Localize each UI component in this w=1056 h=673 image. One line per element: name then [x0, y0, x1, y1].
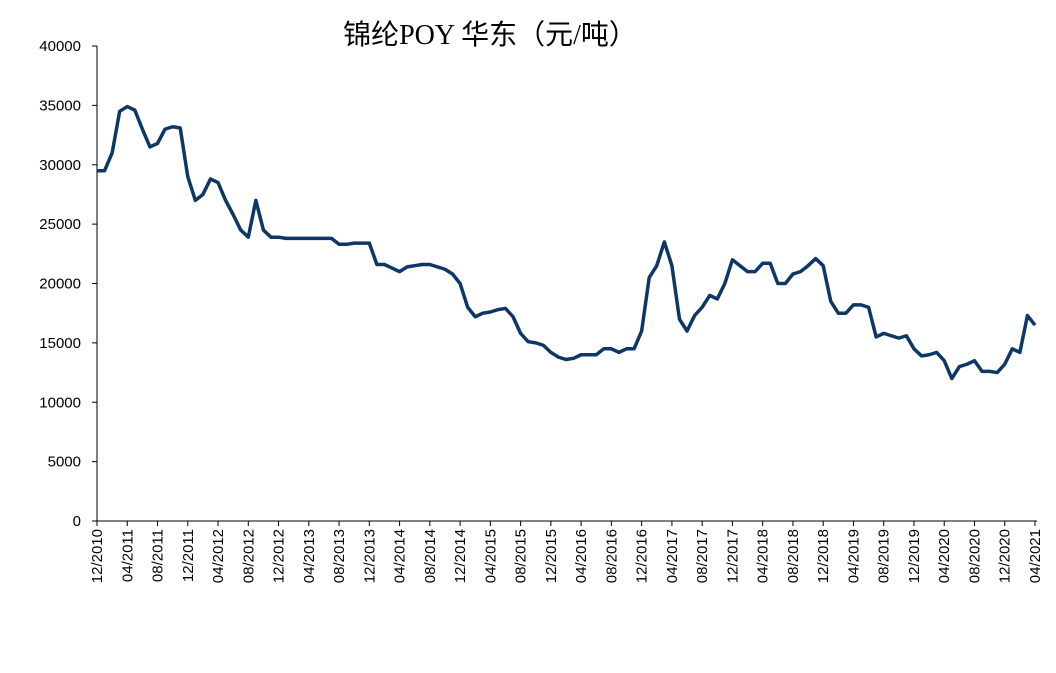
x-tick-label: 12/2020: [997, 529, 1014, 583]
x-tick-label: 04/2018: [755, 529, 772, 583]
y-tick-label: 30000: [39, 157, 81, 174]
x-tick-label: 12/2017: [724, 529, 741, 583]
x-tick-label: 08/2019: [876, 529, 893, 583]
x-tick-label: 08/2016: [603, 529, 620, 583]
x-tick-label: 08/2018: [785, 529, 802, 583]
data-line: [97, 104, 1037, 381]
chart-title: 锦纶POY 华东（元/吨）: [343, 19, 637, 51]
y-tick-label: 5000: [48, 454, 81, 471]
y-tick-label: 40000: [39, 38, 81, 55]
x-tick-label: 08/2020: [966, 529, 983, 583]
x-tick-label: 12/2012: [271, 529, 288, 583]
y-tick-label: 25000: [39, 216, 81, 233]
x-tick-label: 08/2015: [513, 529, 530, 583]
x-tick-label: 04/2011: [119, 529, 136, 582]
x-tick-label: 08/2017: [694, 529, 711, 583]
x-tick-label: 08/2014: [422, 529, 439, 583]
x-tick-label: 12/2015: [543, 529, 560, 583]
x-tick-label: 08/2012: [240, 529, 257, 583]
y-tick-label: 35000: [39, 97, 81, 114]
x-tick-label: 04/2021: [1027, 529, 1044, 583]
x-tick-label: 04/2012: [210, 529, 227, 583]
y-tick-label: 20000: [39, 276, 81, 293]
x-tick-label: 04/2020: [936, 529, 953, 583]
x-tick-label: 12/2013: [361, 529, 378, 583]
x-tick-label: 04/2016: [573, 529, 590, 583]
x-tick-label: 04/2013: [301, 529, 318, 583]
x-tick-label: 12/2019: [906, 529, 923, 583]
x-tick-label: 04/2019: [845, 529, 862, 583]
x-tick-label: 08/2011: [150, 529, 167, 582]
x-tick-label: 04/2015: [482, 529, 499, 583]
y-tick-label: 15000: [39, 335, 81, 352]
y-tick-label: 10000: [39, 394, 81, 411]
x-tick-label: 08/2013: [331, 529, 348, 583]
y-tick-label: 0: [73, 513, 81, 530]
x-tick-label: 12/2016: [634, 529, 651, 583]
x-tick-label: 12/2011: [180, 529, 197, 582]
x-tick-label: 04/2017: [664, 529, 681, 583]
x-tick-label: 04/2014: [392, 529, 409, 583]
x-tick-label: 12/2014: [452, 529, 469, 583]
x-tick-label: 12/2010: [89, 529, 106, 583]
x-tick-label: 12/2018: [815, 529, 832, 583]
